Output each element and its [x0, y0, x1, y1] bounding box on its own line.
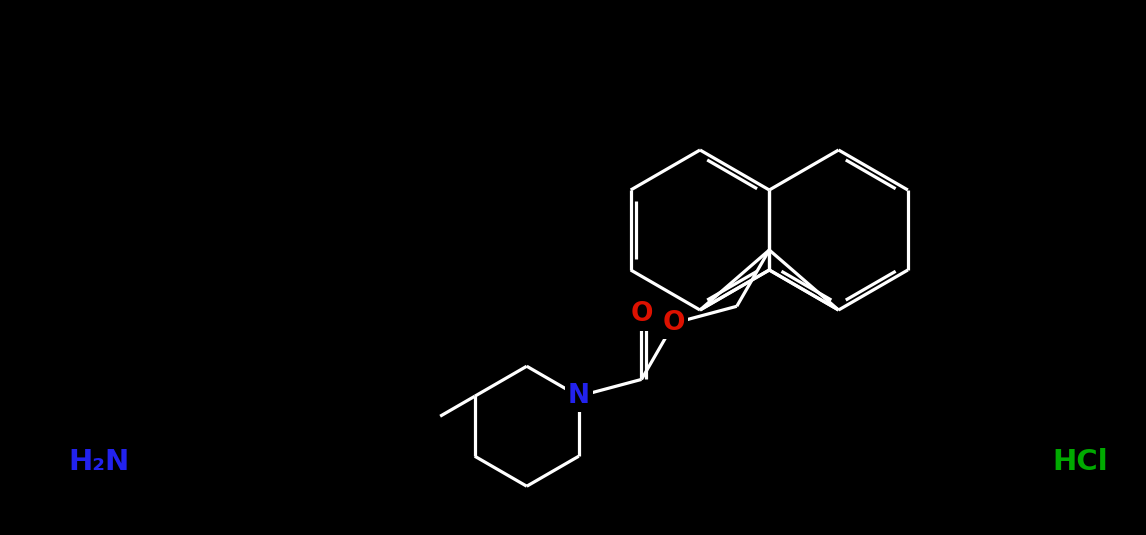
- Text: HCl: HCl: [1052, 448, 1108, 476]
- Text: O: O: [662, 310, 685, 336]
- Text: N: N: [567, 383, 590, 409]
- Text: O: O: [630, 301, 653, 327]
- Text: H₂N: H₂N: [68, 448, 129, 476]
